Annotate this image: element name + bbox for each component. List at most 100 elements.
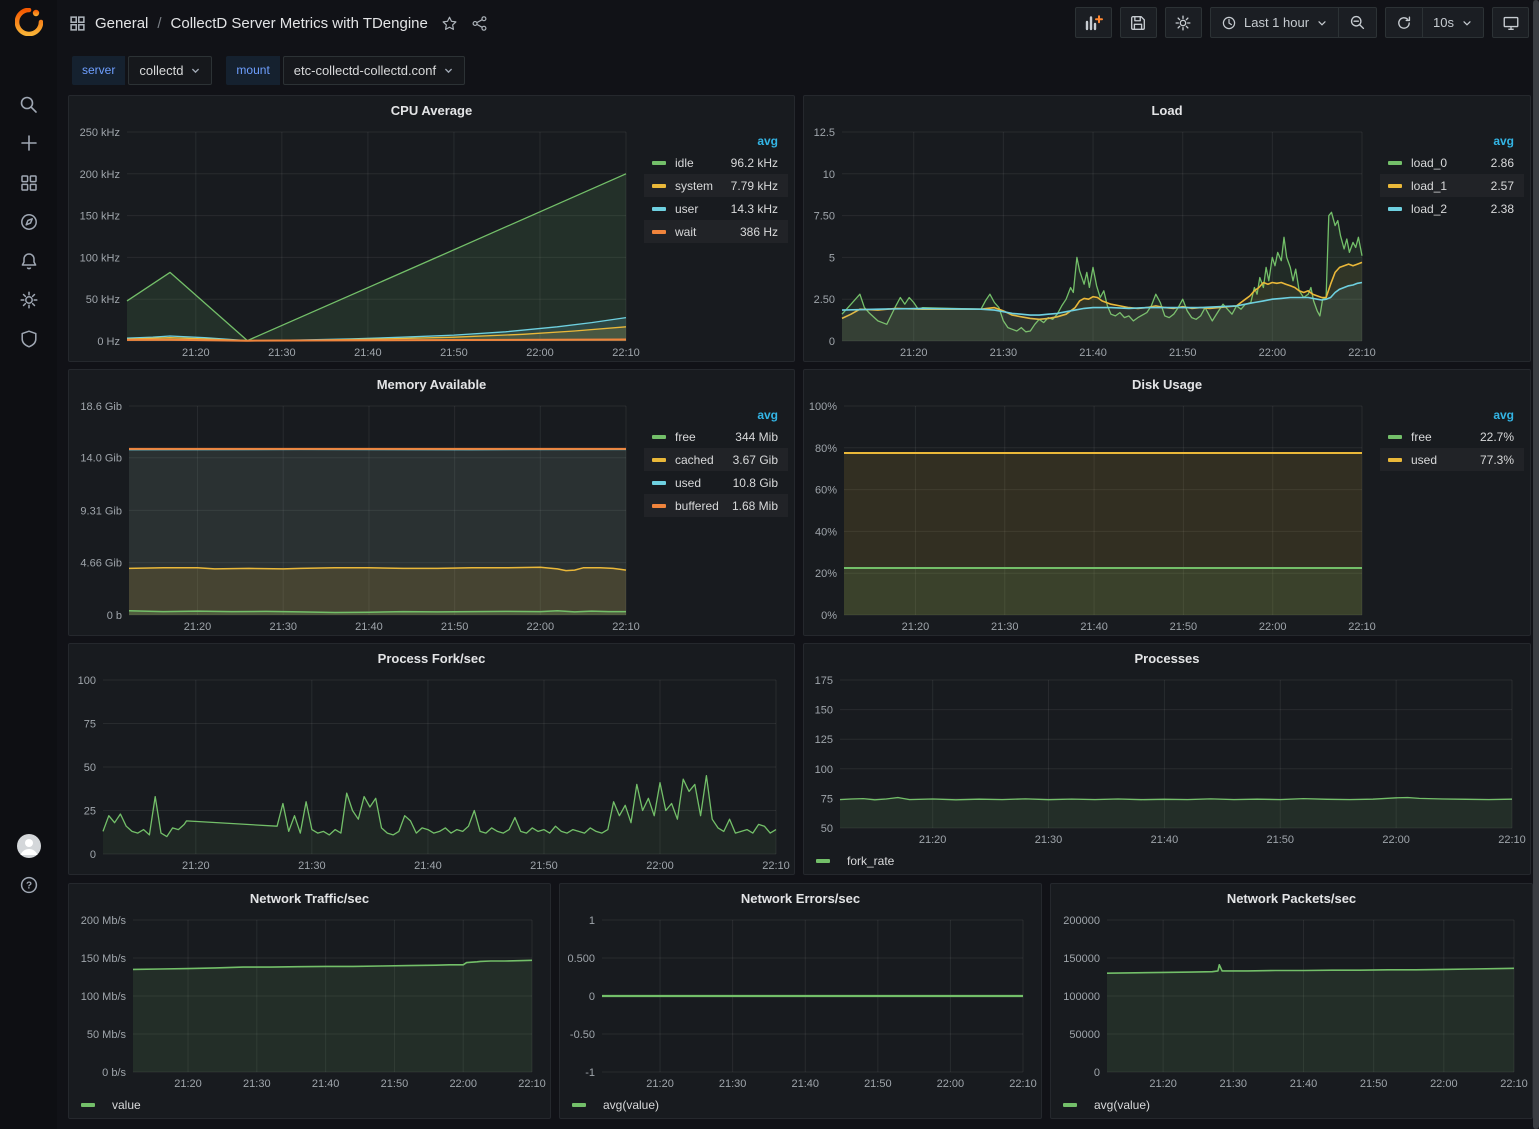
panel-title[interactable]: Network Errors/sec [740, 890, 861, 906]
legend-series-system[interactable]: system 7.79 kHz [644, 174, 788, 197]
search-icon[interactable] [0, 86, 57, 124]
server-admin-shield-icon[interactable] [0, 320, 57, 358]
save-dashboard-button[interactable] [1119, 7, 1157, 38]
legend-series-used[interactable]: used 10.8 Gib [644, 471, 788, 494]
panel-title[interactable]: Disk Usage [1131, 376, 1203, 392]
cpu-average-chart[interactable]: 21:20 21:30 21:40 21:50 22:00 22:10 0 Hz 50 kHz… [69, 124, 644, 361]
help-icon[interactable]: ? [0, 866, 57, 904]
legend-series-free[interactable]: free 22.7% [1380, 425, 1524, 448]
refresh-interval-label: 10s [1433, 15, 1454, 30]
variable-mount-label[interactable]: mount [226, 55, 280, 85]
panel-title[interactable]: Network Traffic/sec [249, 890, 370, 906]
network-errors-chart[interactable]: 21:20 21:30 21:40 21:50 22:00 22:10 -1 -0.50 0 0.… [560, 912, 1041, 1092]
legend-series-name[interactable]: used [675, 475, 702, 490]
variable-mount-value-dropdown[interactable]: etc-collectd-collectd.conf [282, 55, 466, 85]
load-plot: 21:20 21:30 21:40 21:50 22:00 22:10 0 2.50 5 7.50… [814, 127, 1376, 359]
legend-series-avg(value)[interactable]: avg(value) [603, 1098, 660, 1112]
svg-text:22:00: 22:00 [1382, 834, 1410, 846]
legend-series-name[interactable]: idle [675, 155, 694, 170]
legend-series-avg(value)[interactable]: avg(value) [1094, 1098, 1151, 1112]
legend-series-fork_rate[interactable]: fork_rate [847, 854, 895, 868]
legend-series-name[interactable]: load_1 [1411, 178, 1448, 193]
svg-text:21:30: 21:30 [298, 860, 326, 872]
breadcrumb-folder[interactable]: General [95, 14, 149, 32]
legend-series-name[interactable]: wait [675, 224, 697, 239]
legend-series-load_2[interactable]: load_2 2.38 [1380, 197, 1524, 220]
legend-series-idle[interactable]: idle 96.2 kHz [644, 151, 788, 174]
legend-series-name[interactable]: user [675, 201, 699, 216]
dashboards-icon[interactable] [0, 164, 57, 202]
legend-series-cached[interactable]: cached 3.67 Gib [644, 448, 788, 471]
legend-series-wait[interactable]: wait 386 Hz [644, 220, 788, 243]
svg-text:21:50: 21:50 [1170, 621, 1198, 633]
refresh-interval-button[interactable]: 10s [1422, 8, 1483, 37]
memory-available-chart[interactable]: 21:20 21:30 21:40 21:50 22:00 22:10 0 b 4.66 Gi… [69, 398, 644, 635]
svg-text:175: 175 [815, 675, 833, 687]
star-icon[interactable] [441, 15, 458, 32]
refresh-button[interactable] [1386, 8, 1422, 37]
zoom-out-button[interactable] [1338, 8, 1376, 37]
legend-series-free[interactable]: free 344 Mib [644, 425, 788, 448]
user-avatar[interactable] [0, 827, 57, 865]
legend-series-name[interactable]: load_2 [1411, 201, 1448, 216]
cycle-view-mode-button[interactable] [1492, 7, 1529, 38]
panel-title[interactable]: Load [1151, 102, 1183, 118]
disk-usage-chart[interactable]: 21:20 21:30 21:40 21:50 22:00 22:10 0% 20% 40% 60… [804, 398, 1380, 635]
legend-series-name[interactable]: free [675, 429, 696, 444]
legend-series-value: 344 Mib [735, 429, 778, 444]
network-traffic-chart[interactable]: 21:20 21:30 21:40 21:50 22:00 22:10 0 b/s 50 Mb… [69, 912, 550, 1092]
legend-series-load_0[interactable]: load_0 2.86 [1380, 151, 1524, 174]
legend-series-name[interactable]: system [675, 178, 714, 193]
panel-title[interactable]: Network Packets/sec [1226, 890, 1357, 906]
legend-series-user[interactable]: user 14.3 kHz [644, 197, 788, 220]
variable-server-label[interactable]: server [72, 55, 126, 85]
breadcrumb-separator: / [157, 14, 162, 32]
alerting-bell-icon[interactable] [0, 242, 57, 280]
svg-text:2.50: 2.50 [814, 294, 835, 306]
dashboard-title[interactable]: CollectD Server Metrics with TDengine [170, 14, 428, 32]
share-icon[interactable] [471, 15, 488, 32]
grafana-logo[interactable] [0, 2, 57, 42]
svg-text:22:00: 22:00 [449, 1078, 477, 1090]
svg-text:75: 75 [821, 793, 833, 805]
load-legend: avg load_0 2.86 load_1 2.57 load_2 2.38 [1380, 124, 1530, 361]
legend-series-value: 3.67 Gib [732, 452, 778, 467]
legend-series-name[interactable]: free [1411, 429, 1432, 444]
svg-text:22:00: 22:00 [527, 621, 555, 633]
scrollbar-track [1533, 0, 1539, 1129]
legend-series-name[interactable]: cached [675, 452, 714, 467]
svg-text:22:10: 22:10 [762, 860, 790, 872]
process-fork-chart[interactable]: 21:20 21:30 21:40 21:50 22:00 22:10 0 25 50 75 100 [69, 672, 794, 874]
network-errors-plot: 21:20 21:30 21:40 21:50 22:00 22:10 -1 -0.50 0 0.… [567, 915, 1036, 1090]
explore-compass-icon[interactable] [0, 203, 57, 241]
create-plus-icon[interactable] [0, 124, 57, 162]
legend-series-load_1[interactable]: load_1 2.57 [1380, 174, 1524, 197]
dashboard-settings-button[interactable] [1164, 7, 1202, 38]
legend-series-value: 386 Hz [739, 224, 778, 239]
svg-text:50 Mb/s: 50 Mb/s [87, 1029, 127, 1041]
scrollbar-thumb[interactable] [1533, 0, 1539, 1129]
panel-network-traffic: Network Traffic/sec 21:20 21:30 21:40 21:50… [68, 883, 551, 1119]
network-packets-chart[interactable]: 21:20 21:30 21:40 21:50 22:00 22:10 0 50000 1000… [1051, 912, 1532, 1092]
load-chart[interactable]: 21:20 21:30 21:40 21:50 22:00 22:10 0 2.50 5 7.50… [804, 124, 1380, 361]
legend-swatch [1388, 183, 1402, 188]
svg-text:21:30: 21:30 [269, 621, 297, 633]
panel-title[interactable]: Processes [1134, 650, 1200, 666]
configuration-gear-icon[interactable] [0, 281, 57, 319]
legend-series-name[interactable]: buffered [675, 498, 719, 513]
panel-title[interactable]: Memory Available [376, 376, 487, 392]
legend-series-value: 96.2 kHz [730, 155, 778, 170]
legend-series-name[interactable]: load_0 [1411, 155, 1448, 170]
legend-series-value[interactable]: value [112, 1098, 141, 1112]
variable-mount: mount etc-collectd-collectd.conf [226, 55, 466, 85]
add-panel-button[interactable] [1074, 7, 1112, 38]
processes-chart[interactable]: 21:20 21:30 21:40 21:50 22:00 22:10 50 75 100 125… [804, 672, 1530, 848]
variable-server-value-dropdown[interactable]: collectd [128, 55, 213, 85]
panel-title[interactable]: CPU Average [390, 102, 473, 118]
legend-series-name[interactable]: used [1411, 452, 1438, 467]
svg-text:21:40: 21:40 [1079, 347, 1107, 359]
time-range-button[interactable]: Last 1 hour [1211, 8, 1338, 37]
panel-title[interactable]: Process Fork/sec [377, 650, 486, 666]
legend-series-used[interactable]: used 77.3% [1380, 448, 1524, 471]
legend-series-buffered[interactable]: buffered 1.68 Mib [644, 494, 788, 517]
